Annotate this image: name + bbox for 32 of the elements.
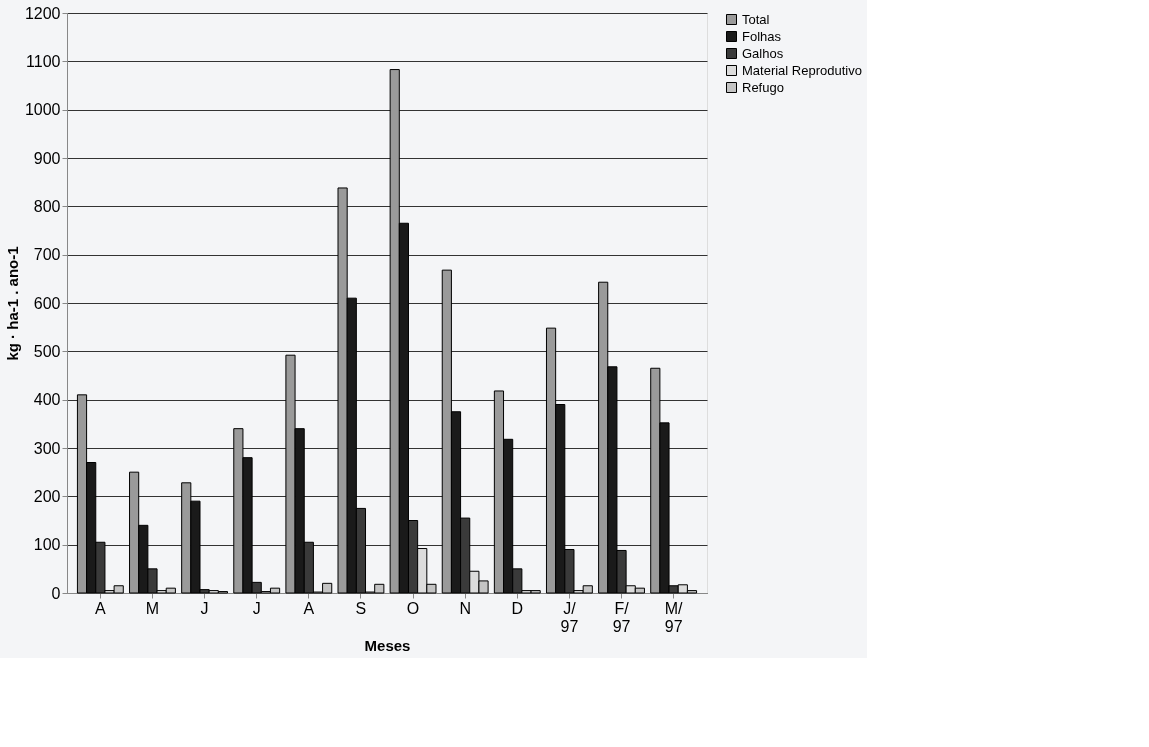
y-tick-label: 0 [51,584,61,602]
y-tick-label: 500 [33,342,61,360]
x-tick-label: A [95,599,107,617]
x-tick-label: A [303,599,315,617]
legend-label: Total [742,11,770,27]
y-axis-title: kg · ha-1 . ano-1 [3,246,21,361]
x-tick-label: J [200,599,209,617]
x-tick-label: M/97 [664,599,684,635]
y-tick-label: 1000 [24,101,61,119]
x-tick-label: N [459,599,471,617]
y-tick-label: 600 [33,294,61,312]
y-tick-label: 400 [33,391,61,409]
x-tick-label: O [406,599,420,617]
legend-label: Folhas [742,28,782,44]
y-tick-label: 100 [33,536,61,554]
x-tick-label: S [355,599,367,617]
y-tick-label: 900 [33,149,61,167]
legend-label: Material Reprodutivo [742,62,862,78]
y-tick-label: 300 [33,439,61,457]
x-tick-label: M [145,599,160,617]
legend-label: Galhos [742,45,784,61]
y-tick-label: 1100 [26,52,61,70]
y-tick-label: 1200 [24,4,61,22]
y-tick-label: 700 [33,246,61,264]
x-tick-label: J [252,599,261,617]
x-tick-label: F/97 [612,599,631,635]
x-tick-label: D [511,599,524,617]
y-tick-label: 800 [33,197,61,215]
legend-label: Refugo [742,79,784,95]
x-tick-label: J/97 [560,599,579,635]
x-axis-title: Meses [364,636,411,654]
y-tick-label: 200 [33,487,61,505]
